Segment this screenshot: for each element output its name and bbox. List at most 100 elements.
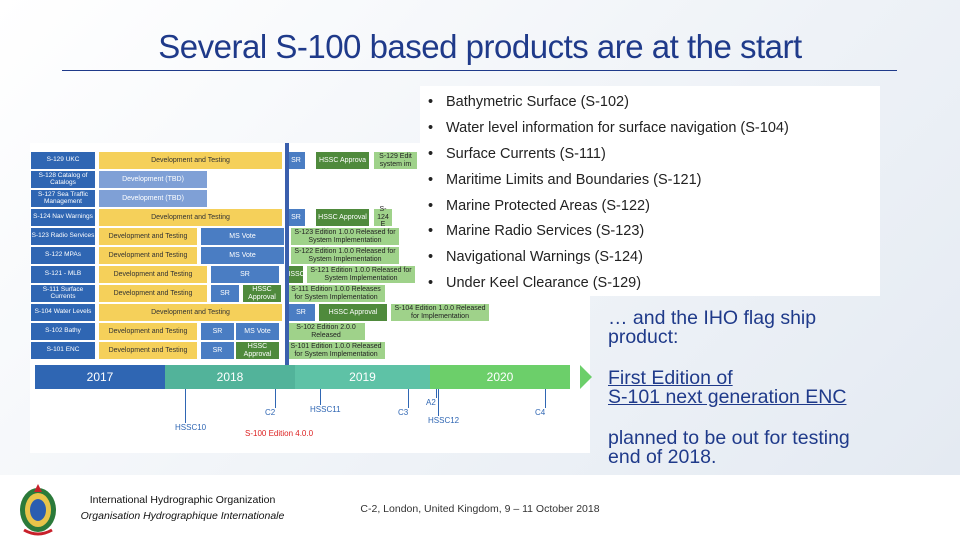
list-item: • Bathymetric Surface (S-102): [428, 90, 880, 116]
release-bar: S-124 E: [373, 206, 393, 228]
row-label: S-128 Catalog of Catalogs: [30, 170, 96, 189]
planned-text: planned to be out for testing end of 201…: [608, 427, 850, 468]
meeting-info: C-2, London, United Kingdom, 9 – 11 Octo…: [360, 503, 600, 515]
milestone-tick: [545, 389, 546, 408]
edition-note: S-100 Edition 4.0.0: [245, 429, 314, 438]
bullet-icon: •: [428, 94, 434, 110]
year-segment: 2020: [430, 365, 570, 389]
list-item: • Water level information for surface nav…: [428, 116, 880, 142]
milestone-label: C2: [265, 408, 276, 417]
ms-vote-bar: MS Vote: [200, 227, 285, 246]
row-label: S-124 Nav Warnings: [30, 208, 96, 227]
row-label: S-127 Sea Traffic Management: [30, 189, 96, 208]
product-list: • Bathymetric Surface (S-102) • Water leve…: [420, 86, 880, 297]
release-bar: S-104 Edition 1.0.0 Released for Impleme…: [390, 303, 490, 322]
milestone-label: C4: [535, 408, 546, 417]
timeline-row: S-121 - MLB Development and Testing SR HSSC…: [30, 265, 430, 284]
sr-bar: SR: [286, 303, 316, 322]
dev-bar: Development and Testing: [98, 208, 283, 227]
release-bar: S-121 Edition 1.0.0 Released for System …: [306, 265, 416, 284]
ms-vote-bar: MS Vote: [235, 322, 280, 341]
dev-bar: Development (TBD): [98, 170, 208, 189]
row-label: S-121 - MLB: [30, 265, 96, 284]
milestone-label: A2: [426, 398, 436, 407]
release-bar: S-122 Edition 1.0.0 Released for System …: [290, 246, 400, 265]
list-item: • Marine Radio Services (S-123): [428, 219, 880, 245]
timeline-row: S-101 ENC Development and Testing SR HSSC A…: [30, 341, 430, 360]
milestone-label: HSSC11: [310, 405, 341, 414]
timeline-arrow-icon: [580, 365, 592, 389]
bullet-icon: •: [428, 223, 434, 240]
list-item: • Maritime Limits and Boundaries (S-121): [428, 168, 880, 194]
dev-bar: Development and Testing: [98, 322, 198, 341]
sr-bar: SR: [210, 265, 280, 284]
hssc-bar: HSSC Approval: [315, 208, 370, 227]
milestone-tick: [408, 389, 409, 408]
sr-bar: SR: [286, 208, 306, 227]
timeline-row: S-129 UKC Development and Testing SR HSSC A…: [30, 151, 430, 170]
row-label: S-123 Radio Services: [30, 227, 96, 246]
timeline-row: S-128 Catalog of Catalogs Development (TB…: [30, 170, 430, 189]
timeline-row: S-127 Sea Traffic Management Development …: [30, 189, 430, 208]
bullet-icon: •: [428, 249, 434, 266]
hssc-bar: HSSC Approval: [235, 341, 280, 360]
timeline-row: S-104 Water Levels Development and Testin…: [30, 303, 490, 322]
year-segment: 2019: [295, 365, 430, 389]
hssc-bar: HSSC Approval: [242, 284, 282, 303]
current-date-line: [285, 143, 289, 365]
dev-bar: Development (TBD): [98, 189, 208, 208]
release-bar: S-129 Edit system im: [373, 151, 418, 170]
ms-vote-bar: MS Vote: [200, 246, 285, 265]
bullet-icon: •: [428, 119, 434, 136]
dev-bar: Development and Testing: [98, 246, 198, 265]
iho-crest-icon: [20, 484, 56, 536]
dev-bar: Development and Testing: [98, 284, 208, 303]
dev-bar: Development and Testing: [98, 303, 283, 322]
dev-bar: Development and Testing: [98, 341, 198, 360]
slide-title: Several S-100 based products are at the …: [158, 28, 802, 65]
dev-bar: Development and Testing: [98, 227, 198, 246]
milestone-tick: [436, 389, 437, 398]
sr-bar: SR: [200, 322, 235, 341]
sr-bar: SR: [286, 151, 306, 170]
row-label: S-102 Bathy: [30, 322, 96, 341]
title-underline: [62, 70, 897, 71]
footer: [0, 475, 960, 540]
row-label: S-122 MPAs: [30, 246, 96, 265]
timeline-row: S-124 Nav Warnings Development and Testin…: [30, 206, 430, 228]
year-axis: 2017 2018 2019 2020: [35, 365, 592, 389]
sr-bar: SR: [210, 284, 240, 303]
edition-text: First Edition of S-101 next generation E…: [608, 367, 847, 408]
milestone-label: HSSC12: [428, 416, 460, 425]
list-item: • Marine Protected Areas (S-122): [428, 194, 880, 220]
bullet-icon: •: [428, 197, 434, 214]
release-bar: S-102 Edition 2.0.0 Released: [286, 322, 366, 341]
hssc-bar: HSSC Approval: [318, 303, 388, 322]
dev-bar: Development and Testing: [98, 265, 208, 284]
year-segment: 2018: [165, 365, 295, 389]
bullet-icon: •: [428, 275, 434, 292]
release-bar: S-101 Edition 1.0.0 Released for System …: [286, 341, 386, 360]
release-bar: S-111 Edition 1.0.0 Releases for System …: [286, 284, 386, 303]
list-item: • Surface Currents (S-111): [428, 142, 880, 168]
dev-bar: Development and Testing: [98, 151, 283, 170]
row-label: S-101 ENC: [30, 341, 96, 360]
year-segment: 2017: [35, 365, 165, 389]
milestone-tick: [438, 389, 439, 416]
list-item: • Navigational Warnings (S-124): [428, 245, 880, 271]
row-label: S-129 UKC: [30, 151, 96, 170]
bullet-icon: •: [428, 171, 434, 188]
milestone-tick: [185, 389, 186, 423]
org-name-fr: Organisation Hydrographique Internationa…: [80, 510, 285, 522]
row-label: S-104 Water Levels: [30, 303, 96, 322]
flagship-text: … and the IHO flag ship product:: [608, 307, 817, 348]
timeline-row: S-123 Radio Services Development and Test…: [30, 227, 430, 246]
row-label: S-111 Surface Currents: [30, 284, 96, 303]
timeline-row: S-111 Surface Currents Development and Te…: [30, 284, 430, 303]
release-bar: S-123 Edition 1.0.0 Released for System …: [290, 227, 400, 246]
sr-bar: SR: [200, 341, 235, 360]
milestone-label: C3: [398, 408, 409, 417]
hssc-bar: HSSC Approva: [315, 151, 370, 170]
milestone-tick: [320, 389, 321, 405]
list-item: • Under Keel Clearance (S-129): [428, 271, 880, 297]
